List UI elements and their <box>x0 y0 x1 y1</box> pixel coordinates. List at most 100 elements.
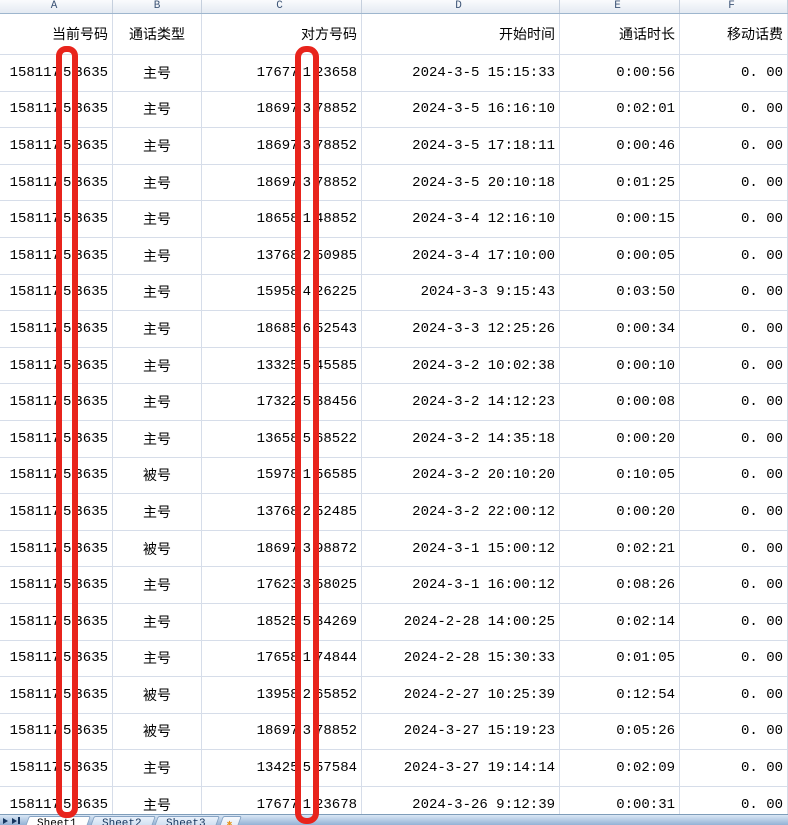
cell-duration[interactable]: 0:00:10 <box>560 347 680 384</box>
sheet-tab-sheet3[interactable]: Sheet3 <box>152 816 220 825</box>
cell-current-number[interactable]: 158117 5 3635 <box>0 603 113 640</box>
cell-mobile-fee[interactable]: 0. 00 <box>680 603 788 640</box>
cell-duration[interactable]: 0:01:05 <box>560 640 680 677</box>
cell-current-number[interactable]: 158117 5 3635 <box>0 420 113 457</box>
cell-mobile-fee[interactable]: 0. 00 <box>680 347 788 384</box>
cell-other-number[interactable]: 18697 3 78852 <box>202 713 362 750</box>
insert-worksheet-button[interactable]: ✱ <box>216 816 243 825</box>
cell-other-number[interactable]: 18697 3 78852 <box>202 91 362 128</box>
cell-call-type[interactable]: 主号 <box>113 640 202 677</box>
cell-start-time[interactable]: 2024-3-4 17:10:00 <box>362 237 560 274</box>
sheet-tab-sheet1[interactable]: Sheet1 <box>23 816 91 825</box>
cell-duration[interactable]: 0:02:14 <box>560 603 680 640</box>
cell-mobile-fee[interactable]: 0. 00 <box>680 128 788 164</box>
cell-current-number[interactable]: 158117 5 3635 <box>0 713 113 750</box>
cell-other-number[interactable]: 15958 4 26225 <box>202 274 362 311</box>
cell-current-number[interactable]: 158117 5 3635 <box>0 164 113 201</box>
cell-mobile-fee[interactable]: 0. 00 <box>680 530 788 567</box>
column-header-c[interactable]: C <box>202 0 362 13</box>
cell-start-time[interactable]: 2024-3-26 9:12:39 <box>362 786 560 823</box>
header-call-type[interactable]: 通话类型 <box>113 14 202 54</box>
cell-call-type[interactable]: 主号 <box>113 603 202 640</box>
cell-mobile-fee[interactable]: 0. 00 <box>680 91 788 128</box>
cell-duration[interactable]: 0:00:08 <box>560 384 680 420</box>
cell-other-number[interactable]: 18525 5 34269 <box>202 603 362 640</box>
cell-start-time[interactable]: 2024-3-5 17:18:11 <box>362 128 560 164</box>
header-mobile-fee[interactable]: 移动话费 <box>680 14 788 54</box>
cell-other-number[interactable]: 13768 2 50985 <box>202 237 362 274</box>
cell-start-time[interactable]: 2024-3-2 14:12:23 <box>362 384 560 420</box>
cell-duration[interactable]: 0:00:05 <box>560 237 680 274</box>
cell-start-time[interactable]: 2024-3-1 15:00:12 <box>362 530 560 567</box>
cell-current-number[interactable]: 158117 5 3635 <box>0 530 113 567</box>
scroll-previous-icon[interactable] <box>3 817 8 824</box>
cell-call-type[interactable]: 主号 <box>113 347 202 384</box>
cell-start-time[interactable]: 2024-3-3 12:25:26 <box>362 311 560 347</box>
cell-call-type[interactable]: 被号 <box>113 457 202 494</box>
cell-mobile-fee[interactable]: 0. 00 <box>680 384 788 420</box>
cell-current-number[interactable]: 158117 5 3635 <box>0 91 113 128</box>
cell-other-number[interactable]: 13958 2 65852 <box>202 677 362 713</box>
cell-current-number[interactable]: 158117 5 3635 <box>0 677 113 713</box>
cell-other-number[interactable]: 17623 3 58025 <box>202 567 362 603</box>
header-other-number[interactable]: 对方号码 <box>202 14 362 54</box>
cell-call-type[interactable]: 主号 <box>113 237 202 274</box>
cell-mobile-fee[interactable]: 0. 00 <box>680 457 788 494</box>
cell-current-number[interactable]: 158117 5 3635 <box>0 457 113 494</box>
cell-mobile-fee[interactable]: 0. 00 <box>680 311 788 347</box>
column-header-a[interactable]: A <box>0 0 113 13</box>
cell-duration[interactable]: 0:05:26 <box>560 713 680 750</box>
cell-duration[interactable]: 0:03:50 <box>560 274 680 311</box>
cell-other-number[interactable]: 17677 1 23678 <box>202 786 362 823</box>
cell-other-number[interactable]: 15978 1 56585 <box>202 457 362 494</box>
header-current-number[interactable]: 当前号码 <box>0 14 113 54</box>
cell-mobile-fee[interactable]: 0. 00 <box>680 237 788 274</box>
cell-start-time[interactable]: 2024-3-2 14:35:18 <box>362 420 560 457</box>
cell-duration[interactable]: 0:00:46 <box>560 128 680 164</box>
cell-current-number[interactable]: 158117 5 3635 <box>0 567 113 603</box>
cell-call-type[interactable]: 主号 <box>113 786 202 823</box>
cell-other-number[interactable]: 17322 5 38456 <box>202 384 362 420</box>
cell-other-number[interactable]: 18697 3 78852 <box>202 128 362 164</box>
cell-duration[interactable]: 0:00:31 <box>560 786 680 823</box>
cell-start-time[interactable]: 2024-3-2 10:02:38 <box>362 347 560 384</box>
cell-call-type[interactable]: 主号 <box>113 750 202 786</box>
cell-duration[interactable]: 0:00:56 <box>560 55 680 91</box>
cell-mobile-fee[interactable]: 0. 00 <box>680 713 788 750</box>
column-header-b[interactable]: B <box>113 0 202 13</box>
scroll-last-icon[interactable] <box>12 817 20 824</box>
header-start-time[interactable]: 开始时间 <box>362 14 560 54</box>
cell-start-time[interactable]: 2024-3-5 20:10:18 <box>362 164 560 201</box>
cell-call-type[interactable]: 主号 <box>113 274 202 311</box>
cell-current-number[interactable]: 158117 5 3635 <box>0 237 113 274</box>
cell-duration[interactable]: 0:01:25 <box>560 164 680 201</box>
column-header-e[interactable]: E <box>560 0 680 13</box>
cell-duration[interactable]: 0:00:34 <box>560 311 680 347</box>
sheet-tab-sheet2[interactable]: Sheet2 <box>87 816 156 825</box>
cell-duration[interactable]: 0:12:54 <box>560 677 680 713</box>
cell-duration[interactable]: 0:00:15 <box>560 201 680 237</box>
cell-call-type[interactable]: 主号 <box>113 420 202 457</box>
cell-duration[interactable]: 0:00:20 <box>560 494 680 530</box>
cell-mobile-fee[interactable]: 0. 00 <box>680 164 788 201</box>
cell-mobile-fee[interactable]: 0. 00 <box>680 55 788 91</box>
cell-call-type[interactable]: 主号 <box>113 494 202 530</box>
cell-start-time[interactable]: 2024-3-27 15:19:23 <box>362 713 560 750</box>
cell-call-type[interactable]: 被号 <box>113 530 202 567</box>
cell-current-number[interactable]: 158117 5 3635 <box>0 494 113 530</box>
cell-duration[interactable]: 0:02:09 <box>560 750 680 786</box>
cell-call-type[interactable]: 主号 <box>113 164 202 201</box>
cell-call-type[interactable]: 主号 <box>113 384 202 420</box>
cell-duration[interactable]: 0:00:20 <box>560 420 680 457</box>
cell-start-time[interactable]: 2024-2-27 10:25:39 <box>362 677 560 713</box>
cell-call-type[interactable]: 被号 <box>113 713 202 750</box>
cell-call-type[interactable]: 被号 <box>113 677 202 713</box>
cell-start-time[interactable]: 2024-3-2 20:10:20 <box>362 457 560 494</box>
cell-call-type[interactable]: 主号 <box>113 201 202 237</box>
cell-current-number[interactable]: 158117 5 3635 <box>0 384 113 420</box>
cell-duration[interactable]: 0:10:05 <box>560 457 680 494</box>
cell-duration[interactable]: 0:08:26 <box>560 567 680 603</box>
cell-mobile-fee[interactable]: 0. 00 <box>680 567 788 603</box>
cell-start-time[interactable]: 2024-3-4 12:16:10 <box>362 201 560 237</box>
cell-mobile-fee[interactable]: 0. 00 <box>680 201 788 237</box>
